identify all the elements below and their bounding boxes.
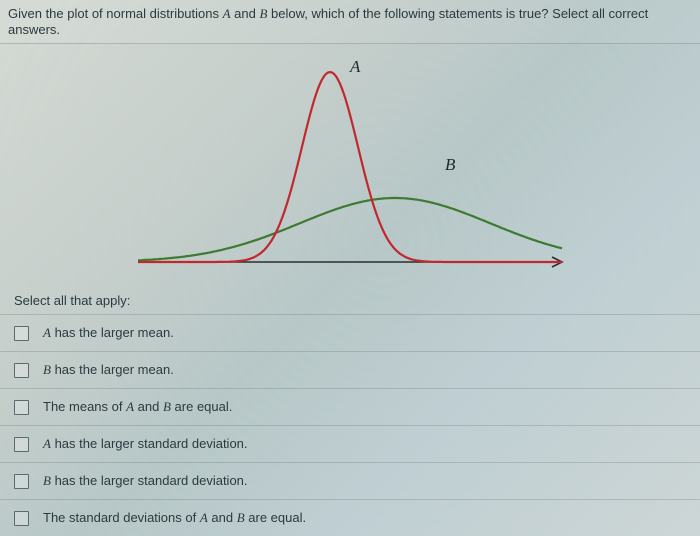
option-varB: B xyxy=(43,473,51,488)
option-checkbox[interactable] xyxy=(14,511,29,526)
option-text: The means of A and B are equal. xyxy=(43,399,232,415)
option-row[interactable]: The means of A and B are equal. xyxy=(0,388,700,425)
option-text: The standard deviations of A and B are e… xyxy=(43,510,306,526)
option-text: B has the larger mean. xyxy=(43,362,174,378)
question-var-a: A xyxy=(223,6,231,21)
option-varB: B xyxy=(163,399,171,414)
option-varA: A xyxy=(126,399,134,414)
option-row[interactable]: The standard deviations of A and B are e… xyxy=(0,499,700,536)
option-text: A has the larger mean. xyxy=(43,325,174,341)
curve-b-label: B xyxy=(445,155,456,174)
option-varB: B xyxy=(43,362,51,377)
option-mid: and xyxy=(134,399,163,414)
option-varB: B xyxy=(237,510,245,525)
normal-distribution-chart: AB xyxy=(130,52,570,277)
option-text: A has the larger standard deviation. xyxy=(43,436,248,452)
option-varA: A xyxy=(200,510,208,525)
option-pre: The standard deviations of xyxy=(43,510,200,525)
curve-a xyxy=(138,72,562,262)
question-text: Given the plot of normal distributions A… xyxy=(0,0,700,44)
option-post: has the larger standard deviation. xyxy=(51,473,248,488)
option-checkbox[interactable] xyxy=(14,363,29,378)
option-mid: and xyxy=(208,510,237,525)
option-post: are equal. xyxy=(245,510,306,525)
option-checkbox[interactable] xyxy=(14,400,29,415)
option-varA: A xyxy=(43,436,51,451)
chart-container: AB xyxy=(0,44,700,281)
options-list: A has the larger mean.B has the larger m… xyxy=(0,314,700,536)
option-text: B has the larger standard deviation. xyxy=(43,473,248,489)
option-mid: has the larger standard deviation. xyxy=(51,436,248,451)
instruction-text: Select all that apply: xyxy=(0,281,700,314)
option-post: has the larger mean. xyxy=(51,362,174,377)
curve-a-label: A xyxy=(349,57,361,76)
option-row[interactable]: B has the larger mean. xyxy=(0,351,700,388)
option-mid: has the larger mean. xyxy=(51,325,174,340)
option-row[interactable]: A has the larger standard deviation. xyxy=(0,425,700,462)
question-mid1: and xyxy=(231,6,260,21)
curve-b xyxy=(138,198,562,260)
option-varA: A xyxy=(43,325,51,340)
option-checkbox[interactable] xyxy=(14,474,29,489)
option-post: are equal. xyxy=(171,399,232,414)
option-pre: The means of xyxy=(43,399,126,414)
option-row[interactable]: A has the larger mean. xyxy=(0,314,700,351)
question-prefix: Given the plot of normal distributions xyxy=(8,6,223,21)
option-checkbox[interactable] xyxy=(14,326,29,341)
option-checkbox[interactable] xyxy=(14,437,29,452)
option-row[interactable]: B has the larger standard deviation. xyxy=(0,462,700,499)
